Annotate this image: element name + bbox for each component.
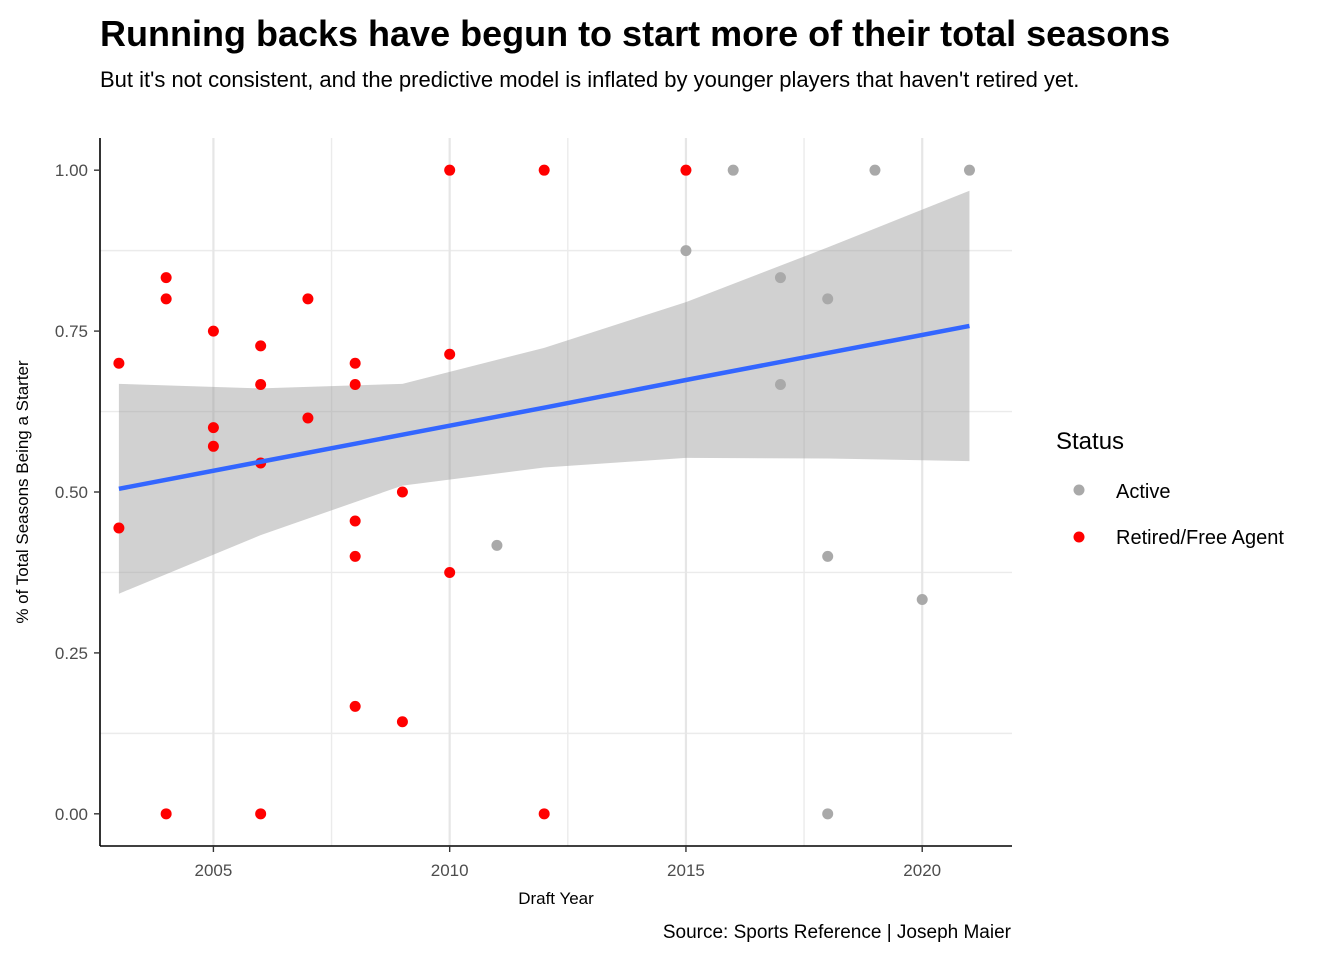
data-point-1-0 bbox=[113, 357, 125, 369]
legend-key-active bbox=[1073, 484, 1085, 496]
y-axis-ticks: 0.00 0.25 0.50 0.75 1.00 bbox=[55, 161, 100, 824]
data-point-1-1 bbox=[113, 522, 125, 534]
data-point-1-13 bbox=[302, 412, 314, 424]
data-point-1-16 bbox=[349, 515, 361, 527]
data-point-0-5 bbox=[822, 293, 834, 305]
data-point-1-17 bbox=[349, 550, 361, 562]
data-point-0-2 bbox=[727, 164, 739, 176]
legend-key-retired bbox=[1073, 531, 1085, 543]
data-point-0-9 bbox=[916, 593, 928, 605]
series-active-points bbox=[491, 164, 975, 820]
data-point-1-8 bbox=[255, 340, 267, 352]
data-point-0-10 bbox=[963, 164, 975, 176]
confidence-band bbox=[118, 190, 970, 594]
x-tick-label-3: 2020 bbox=[903, 861, 941, 880]
data-point-1-14 bbox=[349, 357, 361, 369]
data-point-0-3 bbox=[774, 272, 786, 284]
legend: Status Active Retired/Free Agent bbox=[1056, 428, 1284, 549]
series-retired-points bbox=[113, 164, 692, 820]
y-tick-label-0: 0.00 bbox=[55, 805, 88, 824]
data-point-1-9 bbox=[255, 379, 267, 391]
data-point-0-6 bbox=[822, 550, 834, 562]
grid-lines bbox=[100, 138, 1012, 846]
legend-label-retired: Retired/Free Agent bbox=[1116, 527, 1284, 549]
y-tick-label-4: 1.00 bbox=[55, 161, 88, 180]
data-point-0-1 bbox=[680, 245, 692, 257]
legend-title: Status bbox=[1056, 428, 1124, 455]
data-point-1-2 bbox=[160, 272, 172, 284]
y-tick-label-3: 0.75 bbox=[55, 322, 88, 341]
data-point-1-7 bbox=[207, 440, 219, 452]
data-point-1-19 bbox=[396, 486, 408, 498]
data-point-1-18 bbox=[349, 700, 361, 712]
data-point-1-6 bbox=[207, 422, 219, 434]
data-point-1-23 bbox=[444, 566, 456, 578]
x-tick-label-1: 2010 bbox=[431, 861, 469, 880]
y-tick-label-2: 0.50 bbox=[55, 483, 88, 502]
data-point-1-11 bbox=[255, 808, 267, 820]
x-tick-label-0: 2005 bbox=[194, 861, 232, 880]
x-axis-ticks: 2005 2010 2015 2020 bbox=[194, 846, 941, 880]
trend-line bbox=[118, 323, 970, 491]
data-point-1-25 bbox=[538, 808, 550, 820]
data-point-1-24 bbox=[538, 164, 550, 176]
data-point-1-21 bbox=[444, 164, 456, 176]
data-point-0-8 bbox=[869, 164, 881, 176]
y-axis-title: % of Total Seasons Being a Starter bbox=[13, 360, 32, 624]
data-point-1-20 bbox=[396, 716, 408, 728]
data-point-0-4 bbox=[774, 379, 786, 391]
data-point-0-0 bbox=[491, 539, 503, 551]
y-tick-label-1: 0.25 bbox=[55, 644, 88, 663]
data-point-1-5 bbox=[207, 325, 219, 337]
legend-label-active: Active bbox=[1116, 481, 1170, 503]
data-point-1-3 bbox=[160, 293, 172, 305]
data-point-1-4 bbox=[160, 808, 172, 820]
data-point-0-7 bbox=[822, 808, 834, 820]
x-tick-label-2: 2015 bbox=[667, 861, 705, 880]
data-point-1-15 bbox=[349, 379, 361, 391]
chart-caption: Source: Sports Reference | Joseph Maier bbox=[662, 922, 1011, 943]
data-point-1-22 bbox=[444, 348, 456, 360]
x-axis-title: Draft Year bbox=[518, 889, 594, 908]
chart-subtitle: But it's not consistent, and the predict… bbox=[100, 67, 1080, 92]
data-point-1-26 bbox=[680, 164, 692, 176]
data-point-1-12 bbox=[302, 293, 314, 305]
chart-title: Running backs have begun to start more o… bbox=[100, 13, 1171, 54]
